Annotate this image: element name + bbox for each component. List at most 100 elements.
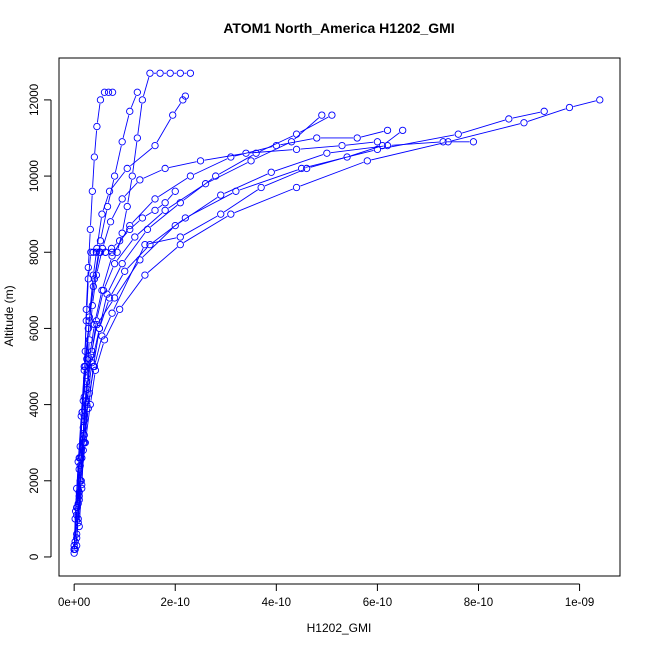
series-segment [88,233,91,264]
data-point [323,149,331,157]
data-point [156,69,164,77]
data-point [78,408,86,416]
series-segment [274,154,324,172]
data-point [186,172,195,180]
series-segment [90,195,93,226]
data-point [108,88,117,96]
series-segment [527,108,566,122]
data-point [106,218,115,226]
series-segment [79,416,83,454]
data-point [110,260,119,268]
series-segment [204,153,243,161]
y-axis: 0 2000 4000 6000 8000 10000 12000 [29,84,52,560]
series-segment [117,236,122,249]
data-point [596,96,604,104]
series-segment [75,465,79,508]
series-segment [218,154,253,175]
series-segment [183,178,213,201]
series-segment [183,215,228,243]
data-point [292,183,301,192]
data-point [84,275,92,283]
series-segment [96,294,104,318]
data-point [302,164,311,173]
series-segment [103,316,111,333]
data-point [399,126,407,135]
data-point [123,164,131,173]
data-point [74,499,82,508]
series-segment [102,194,109,211]
data-point [115,237,124,245]
data-point [363,157,371,165]
data-point [88,359,96,367]
series-segment [92,332,100,359]
data-point [505,115,513,123]
x-tick-label: 8e-10 [464,597,493,609]
y-tick-label: 12000 [29,84,41,116]
series-4 [75,107,548,531]
series-segment [85,324,90,363]
data-point [272,141,280,150]
series-segment [193,158,228,175]
series-segment [97,218,102,245]
data-point [84,263,92,272]
series-segment [300,161,364,187]
data-point [227,210,235,218]
data-point [101,248,110,256]
series-13 [73,187,179,550]
data-point [110,294,119,302]
data-point [520,119,528,127]
data-point [105,294,114,302]
series-3 [73,138,478,542]
data-point [108,309,116,317]
data-point [338,141,346,150]
series-segment [156,118,172,143]
data-point [292,145,301,154]
series-segment [208,162,248,183]
data-point [318,111,326,119]
series-segment [85,408,91,439]
y-tick-label: 10000 [29,160,41,192]
series-segment [96,103,101,123]
series-segment [81,446,84,485]
series-segment [381,134,455,150]
series-segment [391,141,440,146]
data-point [186,69,195,77]
data-point [100,336,109,344]
data-point [439,138,447,146]
data-point [118,195,126,203]
x-axis-label: H1202_GMI [307,621,372,635]
series-segment [114,243,118,247]
x-tick-label: 0e+00 [58,597,90,609]
series-segment [81,370,85,409]
data-point [227,153,235,161]
series-segment [102,259,112,287]
data-point [89,248,98,256]
series-segment [83,355,86,393]
data-point [232,187,240,195]
series-segment [91,324,97,352]
data-point [166,69,174,77]
series-segment [103,225,110,245]
series-segment [115,145,122,173]
series-segment [111,171,126,189]
series-segment [178,196,218,224]
data-point [297,164,306,173]
series-segment [86,366,92,401]
data-point [146,240,154,249]
plot-frame [58,57,621,577]
data-point [353,134,361,142]
series-segment [111,274,124,295]
data-point [247,157,255,165]
data-point [138,96,147,104]
data-point [80,393,88,401]
data-point [146,69,154,77]
data-point [107,244,116,253]
data-point [86,225,94,234]
series-5 [71,96,604,553]
series-segment [104,267,114,287]
series-segment [90,374,96,401]
data-point [171,187,179,195]
y-tick-label: 4000 [29,392,41,418]
series-segment [121,278,143,307]
